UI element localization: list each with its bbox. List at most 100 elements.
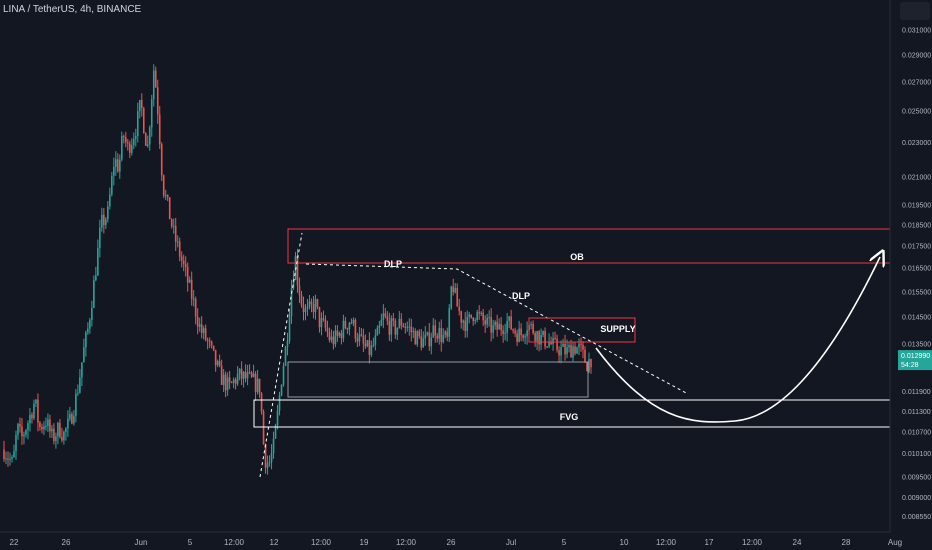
candle-body [546, 346, 548, 348]
candle [206, 337, 209, 350]
candle [562, 338, 564, 347]
candle-body [115, 159, 117, 167]
candle-body [438, 328, 441, 339]
candle [37, 393, 39, 432]
candle [430, 332, 433, 355]
candle [308, 294, 311, 310]
time-tick-label: 12 [270, 538, 279, 547]
candle [330, 329, 333, 343]
candle [580, 337, 582, 352]
candle [482, 308, 484, 326]
price-axis[interactable]: 0.031000 0.029000 0.027000 0.025000 0.023000… [889, 0, 932, 532]
candle [166, 194, 169, 202]
candle [9, 452, 11, 466]
candle-body [374, 335, 377, 345]
candle-body [176, 241, 179, 243]
candle [544, 327, 546, 350]
candle-body [186, 267, 189, 283]
candle-body [550, 342, 552, 345]
candle [284, 345, 287, 367]
candle [75, 389, 77, 423]
candle-body [580, 343, 582, 345]
candle [210, 340, 213, 349]
candle-body [530, 323, 532, 326]
candle [584, 346, 586, 363]
price-tick-label: 0.025000 [902, 109, 931, 116]
time-axis[interactable]: 22 26 Jun 5 12:00 12 12:00 19 12:00 26 Jul 5 10 12:00… [0, 531, 902, 547]
candle-body [168, 197, 171, 220]
candle-body [264, 444, 267, 468]
candle-body [77, 392, 79, 394]
candle-body [452, 286, 455, 293]
candle [178, 237, 181, 262]
candle [468, 311, 471, 324]
candle-body [252, 373, 255, 377]
candle-body [158, 114, 161, 145]
candle [113, 157, 115, 186]
candle-body [117, 159, 119, 172]
price-tick-label: 0.029000 [902, 53, 931, 60]
candle [222, 368, 225, 393]
candle-body [192, 298, 195, 300]
candle [490, 308, 492, 342]
candle [188, 276, 191, 284]
candle-body [332, 336, 335, 345]
candle [574, 341, 576, 356]
candle-body [198, 324, 201, 327]
candle-body [262, 411, 265, 445]
candle-body [312, 303, 315, 313]
candle [27, 420, 29, 440]
candle [324, 315, 327, 332]
candle [504, 323, 506, 341]
candle [278, 391, 281, 416]
candle [458, 298, 461, 316]
candle [398, 310, 401, 329]
candle [486, 313, 488, 328]
candle [396, 327, 399, 341]
candle-body [524, 336, 526, 338]
candle-body [562, 343, 564, 347]
price-tick-label: 0.017500 [902, 243, 931, 250]
candle-body [228, 377, 231, 383]
candle [160, 142, 163, 181]
candle-body [172, 225, 175, 227]
candle [510, 309, 512, 331]
candle [388, 312, 391, 341]
price-tick-label: 0.014500 [902, 315, 931, 322]
candle [83, 338, 85, 363]
candle [328, 327, 331, 343]
candle-body [256, 378, 259, 392]
price-tick-label: 0.009500 [902, 474, 931, 481]
candle-body [460, 311, 463, 323]
candle [322, 310, 325, 322]
candle [126, 138, 129, 151]
candle-body [17, 423, 19, 435]
candle-body [180, 256, 183, 261]
candle-body [272, 438, 275, 454]
candle-body [9, 458, 11, 460]
candle [107, 200, 109, 223]
candle [556, 334, 558, 353]
candle-body [162, 175, 165, 196]
ob-label: OB [570, 252, 584, 262]
candle-body [366, 340, 369, 347]
candle [17, 422, 19, 440]
candle [534, 330, 536, 347]
candle-body [170, 219, 173, 227]
candle [314, 294, 317, 320]
candle [304, 303, 307, 321]
candle-body [536, 331, 538, 342]
candle-body [13, 451, 15, 458]
candle-body [19, 423, 21, 427]
candle [298, 277, 301, 303]
candle [350, 318, 353, 325]
candle [49, 414, 51, 438]
candle-body [414, 331, 417, 345]
time-tick-label: 12:00 [396, 538, 417, 547]
candle [332, 330, 335, 350]
candle-body [25, 430, 27, 435]
candle-body [59, 422, 61, 438]
ob-zone [287, 228, 891, 264]
price-tick-label: 0.021000 [902, 175, 931, 182]
